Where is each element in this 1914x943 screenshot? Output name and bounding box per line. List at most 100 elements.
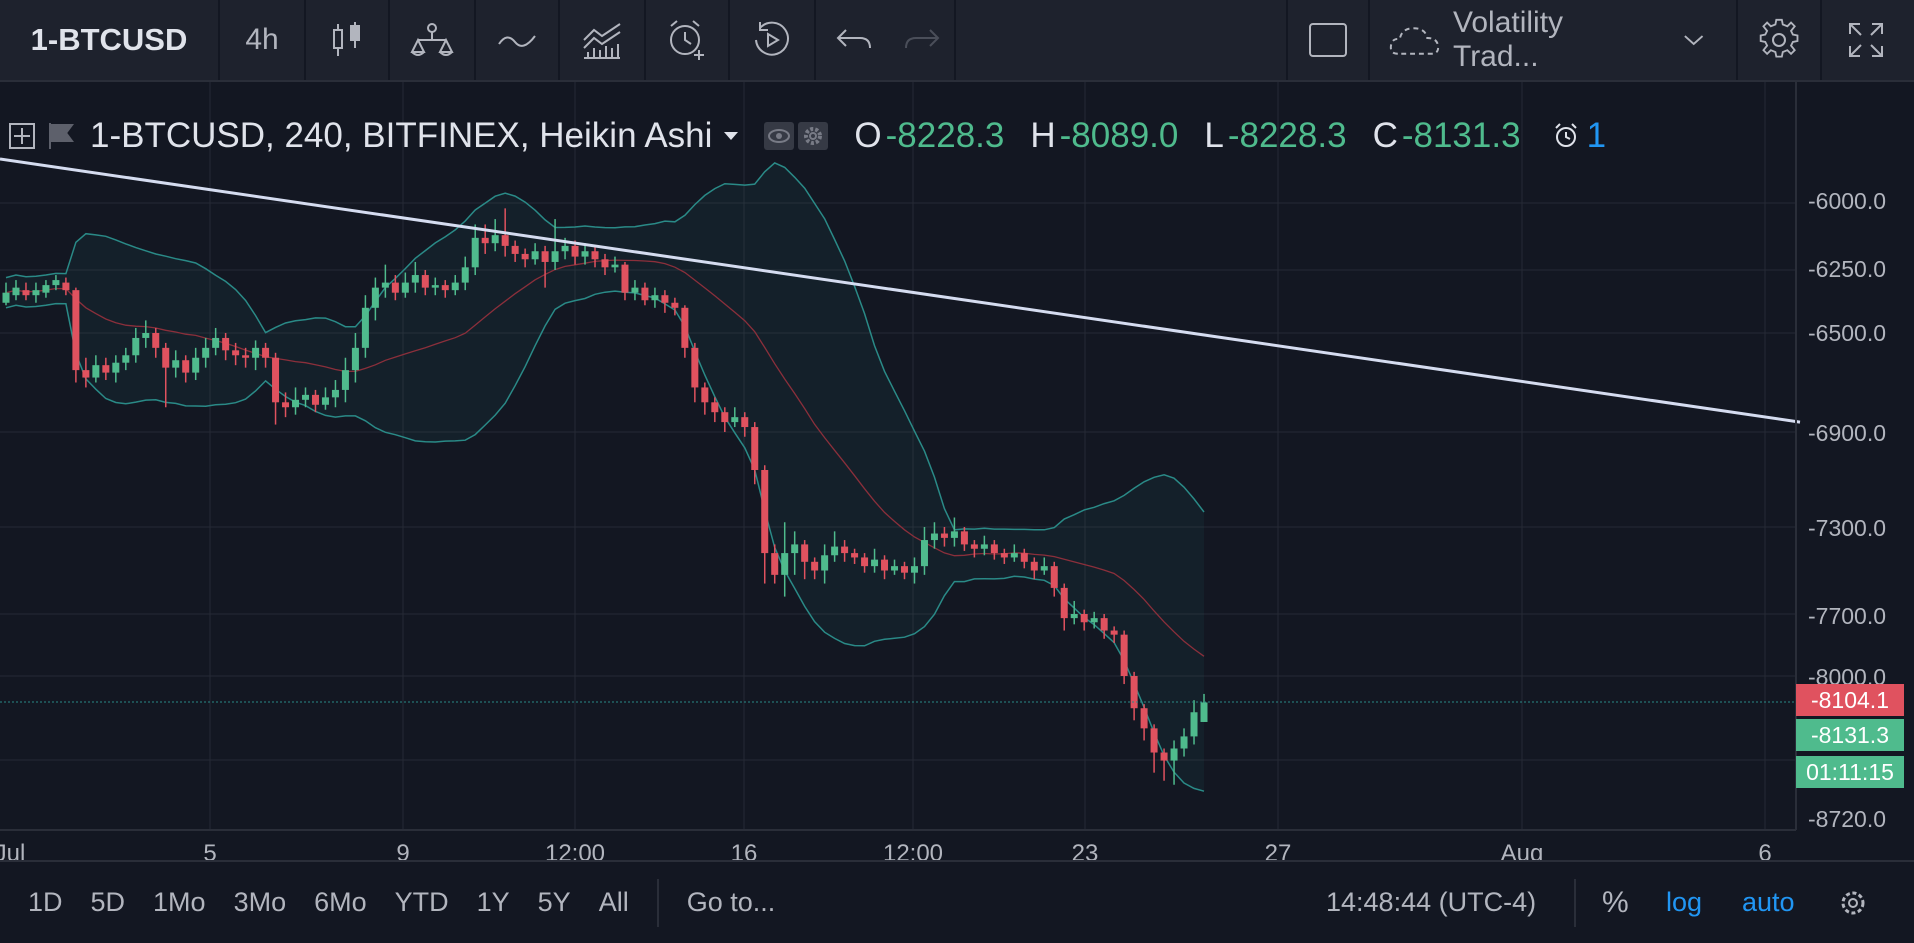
price-chart[interactable] (0, 82, 1914, 859)
eye-icon[interactable] (764, 122, 795, 150)
candle-body (511, 245, 519, 254)
range-3mo-button[interactable]: 3Mo (233, 887, 287, 917)
candles (2, 208, 1208, 785)
alert-icon[interactable] (646, 0, 728, 80)
candle-body (1050, 566, 1058, 588)
candle-body (112, 362, 120, 373)
range-1d-button[interactable]: 1D (28, 887, 63, 917)
indicators-icon[interactable] (476, 0, 558, 80)
expand-icon[interactable] (8, 122, 36, 150)
candle-body (1170, 748, 1178, 761)
close-label: C (1372, 116, 1398, 155)
undo-icon[interactable] (816, 0, 892, 80)
high-label: H (1030, 116, 1056, 155)
candle-body (32, 290, 40, 296)
candle-body (212, 337, 220, 348)
range-6mo-button[interactable]: 6Mo (314, 887, 367, 917)
candle-body (441, 285, 449, 291)
candle-body (42, 285, 50, 293)
layout-icon[interactable] (1288, 0, 1368, 80)
toolbar-divider (474, 0, 476, 80)
candle-body (1090, 618, 1098, 623)
bottom-divider (1574, 878, 1576, 927)
candle-body (351, 347, 359, 371)
candle-body (431, 285, 439, 288)
flag-icon[interactable] (46, 121, 76, 151)
range-1y-button[interactable]: 1Y (476, 887, 510, 917)
price-axis-label: -6000.0 (1808, 188, 1887, 214)
symbol-search-button[interactable]: 1-BTCUSD (30, 22, 188, 57)
candle-body (232, 350, 240, 356)
redo-icon[interactable] (884, 0, 960, 80)
alert-count: 1 (1586, 116, 1607, 155)
template-dropdown[interactable]: Volatility Trad... (1370, 0, 1720, 80)
toolbar-divider (558, 0, 560, 80)
candle-body (791, 544, 799, 554)
candle-body (621, 264, 629, 293)
candle-body (641, 287, 649, 301)
candle-body (12, 287, 20, 296)
goto-date-button[interactable]: Go to... (686, 887, 776, 917)
candle-body (871, 559, 879, 567)
candle-body (1190, 712, 1198, 737)
bottom-toolbar: 1D 5D 1Mo 3Mo 6Mo YTD 1Y 5Y All Go to...… (0, 860, 1914, 943)
toolbar-divider (388, 0, 390, 80)
price-axis-label: -7300.0 (1808, 515, 1887, 541)
candle-body (681, 307, 689, 348)
candle-body (1060, 587, 1068, 619)
candle-body (1100, 618, 1108, 631)
interval-button[interactable]: 4h (245, 23, 279, 56)
candle-body (451, 282, 459, 291)
candle-body (272, 357, 280, 403)
candle-body (1040, 566, 1048, 571)
candle-body (701, 387, 709, 403)
toolbar-divider (1736, 0, 1738, 80)
range-5y-button[interactable]: 5Y (537, 887, 571, 917)
candle-body (262, 347, 270, 358)
lower-band (5, 290, 1205, 792)
gear-icon[interactable] (798, 122, 829, 150)
range-all-button[interactable]: All (598, 887, 629, 917)
candle-body (361, 307, 369, 348)
log-toggle[interactable]: log (1666, 887, 1703, 917)
range-5d-button[interactable]: 5D (90, 887, 126, 917)
range-ytd-button[interactable]: YTD (394, 887, 449, 917)
candle-body (901, 566, 908, 573)
compare-icon[interactable] (390, 0, 474, 80)
settings-icon[interactable] (1738, 0, 1820, 80)
templates-icon[interactable] (560, 0, 644, 80)
candles-icon[interactable] (306, 0, 388, 80)
candle-body (162, 347, 170, 368)
candle-body (92, 365, 100, 378)
candle-body (990, 544, 998, 554)
series-title[interactable]: 1-BTCUSD, 240, BITFINEX, Heikin Ashi (90, 116, 713, 155)
range-1mo-button[interactable]: 1Mo (153, 887, 206, 917)
toolbar-divider (218, 0, 220, 80)
candle-body (841, 546, 849, 554)
candle-body (22, 290, 30, 296)
trendline[interactable] (0, 157, 1801, 424)
candle-body (401, 282, 409, 293)
candle-body (102, 365, 110, 373)
auto-toggle[interactable]: auto (1742, 887, 1795, 917)
price-axis-label: -8720.0 (1808, 806, 1887, 832)
caret-down-icon[interactable] (720, 126, 742, 146)
candle-body (1150, 728, 1158, 753)
candle-body (331, 389, 339, 398)
candle-body (781, 553, 789, 575)
candle-body (960, 531, 968, 545)
clock-display[interactable]: 14:48:44 (UTC-4) (1326, 887, 1537, 917)
candle-body (252, 347, 260, 358)
fullscreen-icon[interactable] (1822, 0, 1910, 80)
candle-body (202, 347, 210, 358)
candle-body (821, 555, 829, 571)
percent-toggle[interactable]: % (1602, 885, 1629, 919)
candle-body (2, 292, 10, 303)
replay-icon[interactable] (730, 0, 814, 80)
alarm-clock-icon[interactable] (1551, 121, 1581, 151)
candle-body (302, 394, 309, 400)
trendline-segment (0, 157, 1801, 424)
chart-settings-icon[interactable] (1836, 886, 1870, 920)
top-toolbar: 1-BTCUSD 4h Volatility Trad... (0, 0, 1914, 82)
candle-body (371, 287, 379, 308)
